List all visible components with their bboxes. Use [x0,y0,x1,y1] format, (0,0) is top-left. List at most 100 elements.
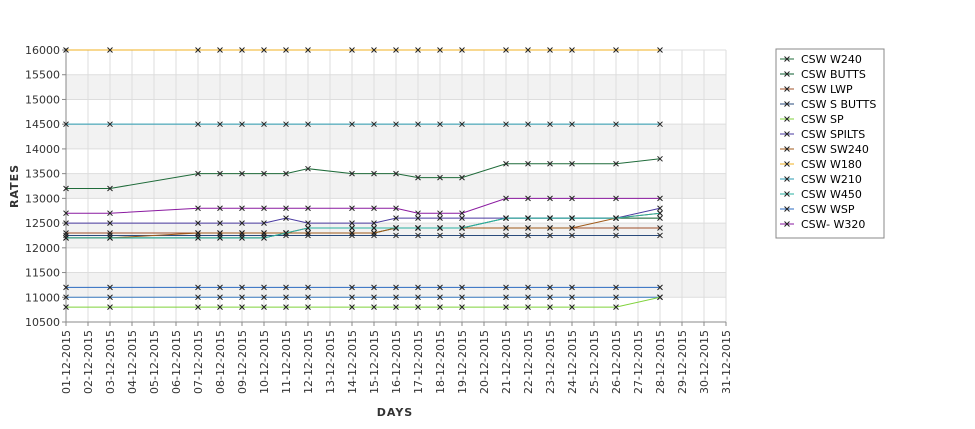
data-point-marker [525,121,531,128]
legend-swatch-marker [784,71,790,77]
x-tick-label: 03-12-2015 [104,330,117,394]
data-point-marker [613,47,619,53]
data-point-marker [283,304,289,311]
data-point-marker [569,215,575,221]
data-point-marker [371,205,377,212]
data-point-marker [415,225,421,231]
data-point-marker [63,220,69,226]
data-point-marker [437,174,443,181]
legend-item: CSW W180 [780,158,862,171]
x-axis-ticks: 01-12-2015 02-12-2015 03-12-2015 04-12-2015… [60,322,733,394]
legend-swatch-marker [784,86,790,92]
y-tick-label: 12000 [25,242,60,255]
data-point-marker [63,185,69,192]
data-point-marker [415,215,421,221]
data-point-marker [569,195,575,202]
data-point-marker [503,294,509,301]
data-point-marker [305,225,311,231]
x-tick-label: 06-12-2015 [170,330,183,394]
data-point-marker [217,205,223,212]
legend-swatch-marker [784,101,790,107]
legend: CSW W240 CSW BUTTS CSW LWP CSW S BUTTS CSW S… [775,48,885,239]
y-tick-label: 10500 [25,316,60,329]
data-point-marker [239,205,245,212]
data-point-marker [657,232,663,239]
data-point-marker [503,160,509,167]
data-point-marker [305,284,311,291]
data-point-marker [613,195,619,202]
data-point-marker [63,210,69,217]
data-point-marker [195,304,201,311]
data-point-marker [261,294,267,301]
data-point-marker [63,304,69,311]
data-point-marker [283,215,289,221]
data-point-marker [437,47,443,53]
legend-label: CSW LWP [801,83,853,96]
data-point-marker [503,47,509,53]
data-point-marker [569,160,575,167]
data-point-marker [393,170,399,177]
data-point-marker [349,170,355,177]
legend-label: CSW- W320 [801,218,865,231]
data-point-marker [261,235,267,241]
y-tick-label: 12500 [25,217,60,230]
x-tick-label: 12-12-2015 [302,330,315,394]
legend-label: CSW W450 [801,188,862,201]
data-point-marker [63,284,69,291]
data-point-marker [305,165,311,172]
data-point-marker [503,121,509,128]
x-tick-label: 29-12-2015 [676,330,689,394]
legend-item: CSW- W320 [780,218,865,231]
data-point-marker [305,232,311,239]
data-point-marker [613,121,619,128]
x-tick-label: 05-12-2015 [148,330,161,394]
data-point-marker [63,232,69,239]
data-point-marker [613,215,619,221]
data-point-marker [195,47,201,53]
data-point-marker [415,304,421,311]
data-point-marker [569,121,575,128]
data-point-marker [437,215,443,221]
x-tick-label: 23-12-2015 [544,330,557,394]
data-point-marker [283,121,289,128]
y-axis-ticks: 10500 11000 11500 12000 12500 13000 13500 14000… [25,44,66,329]
data-point-marker [305,205,311,212]
data-point-marker [657,284,663,291]
data-point-marker [437,294,443,301]
legend-label: CSW W210 [801,173,862,186]
data-point-marker [217,284,223,291]
y-tick-label: 13500 [25,168,60,181]
series-9 [63,210,663,241]
data-point-marker [437,232,443,239]
y-tick-label: 13000 [25,192,60,205]
data-point-marker [547,225,553,231]
data-point-marker [371,220,377,226]
data-point-marker [371,121,377,128]
data-point-marker [239,284,245,291]
x-tick-label: 08-12-2015 [214,330,227,394]
y-tick-label: 16000 [25,44,60,57]
data-point-marker [459,232,465,239]
data-point-marker [415,294,421,301]
data-point-marker [195,284,201,291]
data-point-marker [195,230,201,236]
data-point-marker [63,230,69,236]
data-point-marker [305,47,311,53]
data-point-marker [613,304,619,311]
data-point-marker [349,230,355,236]
data-point-marker [459,174,465,181]
y-tick-label: 14500 [25,118,60,131]
data-point-marker [657,215,663,221]
data-point-marker [305,220,311,226]
legend-box [775,48,885,239]
data-point-marker [63,47,69,53]
data-point-marker [63,235,69,241]
data-point-marker [107,304,113,311]
data-point-marker [547,232,553,239]
data-point-marker [393,232,399,239]
data-point-marker [657,47,663,53]
data-point-marker [195,235,201,241]
data-point-marker [525,225,531,231]
series-line [66,296,661,308]
data-point-marker [217,170,223,177]
